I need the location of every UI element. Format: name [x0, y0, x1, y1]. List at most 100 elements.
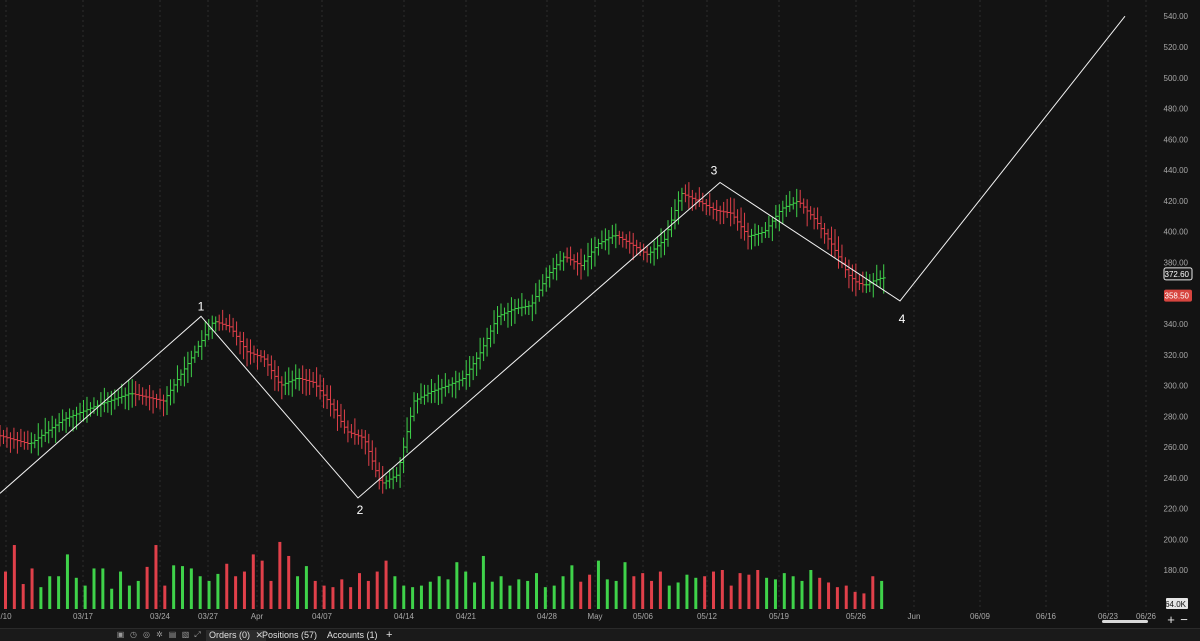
volume-bar: [428, 581, 432, 609]
time-tick-label: 03/27: [198, 612, 219, 621]
time-tick-label: 06/09: [970, 612, 991, 621]
volume-bar: [818, 577, 822, 609]
volume-bar: [570, 565, 574, 609]
zoom-in-button[interactable]: +: [1167, 612, 1175, 627]
volume-bar: [366, 580, 370, 609]
price-chart[interactable]: 1 2 3 4 200.00 220.00 240.00 260.00 280.00 300.0…: [0, 0, 1200, 628]
time-tick-label: 06/16: [1036, 612, 1057, 621]
wave-point-label: 3: [711, 163, 718, 177]
volume-bar: [225, 563, 229, 609]
volume-bar: [163, 585, 167, 609]
time-axis[interactable]: /10 03/17 03/24 03/27 Apr 04/07 04/14 04/21 04/2…: [0, 612, 1156, 621]
volume-bar: [720, 570, 724, 609]
volume-bar: [729, 585, 733, 609]
volume-bar: [694, 577, 698, 609]
volume-bar: [658, 571, 662, 609]
close-icon[interactable]: ✕: [255, 630, 264, 640]
volume-bar: [358, 573, 361, 609]
wave-point-label: 4: [899, 312, 906, 326]
volume-bar: [384, 560, 388, 609]
volume-bar: [251, 554, 255, 609]
volume-bar: [296, 576, 300, 609]
volume-bar: [455, 562, 459, 609]
price-tick-label: 420.00: [1164, 197, 1189, 206]
volume-bar: [791, 576, 795, 609]
volume-bar: [419, 585, 423, 609]
volume-bar: [650, 580, 654, 609]
price-tick-label: 440.00: [1164, 166, 1189, 175]
volume-bar: [588, 574, 592, 609]
volume-bar: [269, 580, 273, 609]
volume-bar: [747, 574, 751, 609]
volume-bar: [765, 577, 769, 609]
wave-path[interactable]: [0, 15, 1126, 499]
volume-bar: [862, 593, 866, 609]
time-tick-label: 03/24: [150, 612, 171, 621]
tab-orders[interactable]: Orders (0) ✕: [206, 630, 267, 641]
volume-bar: [853, 591, 857, 609]
link-icon[interactable]: ▧: [181, 630, 190, 639]
volume-bar: [207, 580, 211, 609]
price-tick-label: 220.00: [1164, 505, 1189, 514]
volume-bar: [101, 568, 105, 609]
alarm-icon[interactable]: ◷: [130, 630, 137, 639]
tab-orders-label: Orders (0): [209, 630, 251, 640]
layout-icon[interactable]: ▣: [116, 630, 125, 639]
volume-bar: [827, 582, 831, 609]
time-tick-label: 06/26: [1136, 612, 1157, 621]
volume-bar: [411, 587, 415, 609]
volume-bar: [127, 585, 131, 609]
volume-bar: [216, 573, 220, 609]
time-tick-label: 05/06: [633, 612, 654, 621]
price-badge-label: 358.50: [1165, 292, 1190, 301]
add-tab-button[interactable]: +: [386, 629, 393, 641]
volume-bar: [756, 570, 760, 609]
volume-bar: [685, 574, 689, 609]
volume-bar: [499, 576, 503, 609]
volume-bar: [304, 566, 308, 609]
volume-bar: [189, 568, 193, 609]
volume-bar: [4, 571, 7, 609]
tab-accounts[interactable]: Accounts (1): [327, 630, 378, 640]
volume-bar: [136, 580, 140, 609]
tab-positions[interactable]: Positions (57): [262, 630, 318, 640]
price-tick-label: 240.00: [1164, 474, 1189, 483]
volume-bar: [738, 573, 742, 609]
volume-bar: [57, 576, 61, 609]
volume-bar: [809, 570, 813, 609]
price-tick-label: 500.00: [1164, 74, 1189, 83]
volume-bar: [579, 581, 583, 609]
volume-bar: [278, 541, 282, 609]
wave-point-label: 2: [357, 503, 364, 517]
time-tick-label: 04/21: [456, 612, 477, 621]
price-tick-label: 460.00: [1164, 135, 1189, 144]
settings-icon[interactable]: ✲: [156, 630, 163, 639]
volume-bar: [632, 576, 636, 609]
volume-bar: [871, 576, 875, 609]
volume-bar: [154, 545, 158, 609]
volume-bar: [446, 579, 450, 609]
volume-bar: [676, 582, 680, 609]
volume-bar: [605, 579, 609, 609]
time-scrollbar[interactable]: [1102, 620, 1148, 623]
time-tick-label: Apr: [251, 612, 264, 621]
price-tick-label: 300.00: [1164, 382, 1189, 391]
zoom-out-button[interactable]: −: [1180, 612, 1188, 627]
price-axis[interactable]: 200.00 220.00 240.00 260.00 280.00 300.00 320.…: [1164, 12, 1189, 609]
elliott-wave-line: 1 2 3 4: [0, 15, 1126, 517]
volume-bars: [4, 541, 884, 609]
filter-icon[interactable]: ▤: [168, 630, 177, 639]
ohlc-bars: [0, 182, 886, 494]
price-tick-label: 200.00: [1164, 536, 1189, 545]
volume-bar: [331, 587, 335, 609]
volume-bar: [402, 585, 406, 609]
volume-bar: [313, 580, 317, 609]
alert-icon[interactable]: ◎: [143, 630, 150, 639]
expand-icon[interactable]: ⤢: [194, 630, 201, 639]
volume-bar: [181, 566, 184, 609]
volume-bar: [12, 545, 16, 609]
price-badges: 372.60 358.50: [1163, 267, 1193, 302]
volume-bar: [375, 571, 379, 609]
volume-bar: [340, 579, 344, 609]
time-tick-label: 03/17: [73, 612, 94, 621]
